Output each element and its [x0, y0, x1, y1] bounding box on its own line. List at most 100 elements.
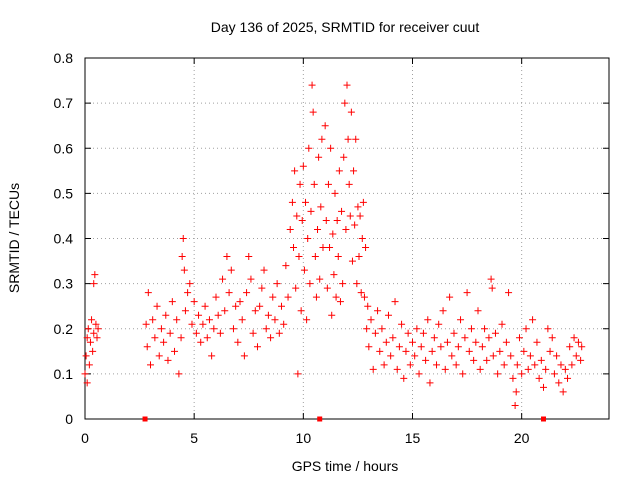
data-point: [175, 370, 183, 378]
data-point: [205, 316, 213, 324]
grid-lines: [85, 58, 609, 419]
data-point: [465, 347, 473, 355]
data-point: [311, 253, 319, 261]
data-point: [86, 338, 94, 346]
data-point: [561, 365, 569, 373]
data-point: [566, 343, 574, 351]
data-point: [358, 235, 366, 242]
data-point: [419, 329, 427, 337]
data-point: [511, 401, 519, 409]
data-point: [498, 320, 506, 328]
data-point: [362, 244, 370, 252]
data-point: [292, 284, 300, 292]
data-point: [336, 298, 344, 306]
data-point: [535, 374, 543, 382]
data-point: [297, 307, 305, 315]
data-point: [426, 379, 434, 387]
data-point: [296, 180, 304, 188]
data-point: [208, 352, 216, 360]
data-point: [415, 370, 423, 378]
data-point: [201, 302, 209, 310]
data-point: [550, 370, 558, 378]
data-point: [395, 343, 403, 351]
data-point: [82, 352, 90, 360]
data-point: [348, 257, 356, 265]
data-point: [531, 361, 539, 369]
data-point: [529, 316, 537, 324]
x-axis-label: GPS time / hours: [292, 458, 399, 474]
data-point: [363, 325, 371, 333]
data-point: [568, 361, 576, 369]
data-point: [356, 212, 364, 220]
data-point: [374, 307, 382, 315]
zero-marker: [317, 416, 323, 422]
data-point: [310, 180, 318, 188]
data-point: [422, 356, 430, 364]
data-point: [570, 334, 578, 342]
x-tick-label: 5: [190, 430, 198, 446]
data-point: [559, 388, 567, 396]
data-point: [555, 379, 563, 387]
data-point: [417, 343, 425, 351]
data-point: [229, 325, 237, 333]
data-point: [315, 153, 323, 161]
data-point: [518, 370, 526, 378]
data-point: [144, 289, 152, 297]
data-point: [216, 329, 224, 337]
data-point: [219, 275, 227, 283]
data-point: [178, 253, 186, 261]
data-point: [439, 307, 447, 315]
data-point: [411, 352, 419, 360]
data-point: [354, 203, 362, 211]
data-point: [433, 361, 441, 369]
data-point: [179, 235, 187, 242]
data-point: [269, 293, 277, 301]
data-point: [84, 325, 92, 333]
y-tick-label: 0.1: [54, 366, 74, 382]
data-point: [335, 167, 343, 175]
data-point: [357, 289, 365, 297]
data-point: [452, 361, 460, 369]
data-point: [564, 374, 572, 382]
data-point: [548, 334, 556, 342]
data-point: [306, 280, 314, 288]
data-point: [376, 347, 384, 355]
data-point: [294, 370, 302, 378]
data-point: [83, 334, 91, 342]
data-point: [286, 225, 294, 233]
y-tick-label: 0.4: [54, 231, 74, 247]
data-point: [485, 334, 493, 342]
data-point: [186, 280, 194, 288]
data-point: [338, 207, 346, 215]
data-point: [155, 352, 163, 360]
zero-marker: [541, 416, 546, 422]
data-point: [264, 311, 272, 319]
data-point: [212, 293, 220, 301]
data-point: [236, 298, 244, 306]
data-point: [512, 388, 520, 396]
data-point: [247, 275, 255, 283]
data-point: [90, 280, 98, 288]
data-point: [180, 266, 188, 274]
data-point: [227, 266, 235, 274]
data-point: [330, 271, 338, 279]
data-point: [293, 212, 301, 220]
data-point: [149, 316, 157, 324]
data-point: [240, 352, 248, 360]
data-point: [424, 316, 432, 324]
data-point: [262, 325, 270, 333]
x-tick-label: 20: [514, 430, 530, 446]
data-point: [450, 329, 458, 337]
data-point: [153, 302, 161, 310]
data-point: [192, 329, 200, 337]
data-point: [302, 198, 310, 206]
data-point: [331, 189, 339, 197]
data-point: [353, 280, 361, 288]
data-point: [184, 289, 192, 297]
data-point: [151, 334, 159, 342]
data-point: [384, 311, 392, 319]
data-point: [329, 230, 337, 238]
y-tick-label: 0.5: [54, 185, 74, 201]
data-point: [446, 293, 454, 301]
data-point: [577, 356, 585, 364]
